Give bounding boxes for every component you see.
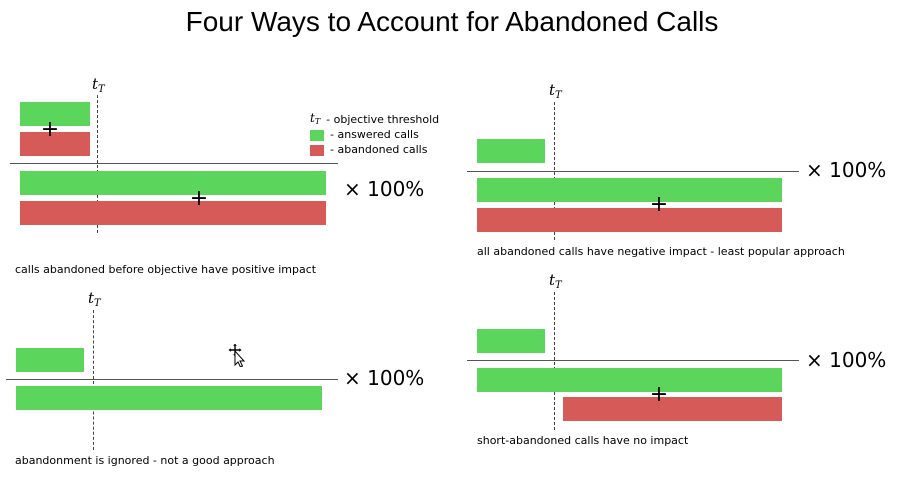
legend-item-answered: - answered calls [310, 128, 439, 142]
fraction-line [10, 163, 338, 164]
threshold-line [93, 310, 94, 450]
answered-before-threshold-bar [20, 102, 90, 126]
answered-total-bar [477, 178, 782, 202]
answered-before-threshold-bar [477, 329, 545, 353]
legend-item-abandoned: - abandoned calls [310, 143, 439, 157]
multiplier-label: × 100% [806, 348, 887, 372]
legend: tT - objective threshold - answered call… [310, 111, 440, 158]
panel-caption: abandonment is ignored - not a good appr… [15, 454, 275, 467]
plus-sign: + [40, 117, 60, 142]
panel-caption: all abandoned calls have negative impact… [477, 245, 845, 258]
answered-total-bar [20, 171, 326, 195]
multiplier-label: × 100% [344, 366, 425, 390]
answered-total-bar [477, 368, 782, 392]
multiplier-label: × 100% [344, 177, 425, 201]
abandoned-total-bar [20, 201, 326, 225]
plus-sign: + [649, 192, 669, 217]
threshold-label: tT [549, 81, 562, 101]
multiplier-label: × 100% [806, 158, 887, 182]
legend-swatch-red [310, 144, 324, 156]
legend-label: - answered calls [330, 128, 419, 141]
answered-total-bar [16, 386, 322, 410]
threshold-label: tT [92, 75, 105, 95]
legend-swatch-green [310, 129, 324, 141]
abandoned-before-threshold-bar [20, 132, 90, 156]
answered-before-threshold-bar [477, 139, 545, 163]
panel-caption: short-abandoned calls have no impact [477, 434, 689, 447]
abandoned-after-threshold-bar [563, 397, 782, 421]
legend-label: - objective threshold [326, 113, 440, 126]
move-cursor-icon [228, 343, 246, 367]
threshold-symbol: tT [310, 111, 321, 126]
plus-sign: + [649, 382, 669, 407]
legend-item-threshold: tT - objective threshold [310, 111, 440, 127]
threshold-label: tT [88, 289, 101, 309]
fraction-line [467, 171, 799, 172]
threshold-label: tT [549, 271, 562, 291]
diagram-title: Four Ways to Account for Abandoned Calls [185, 6, 719, 37]
fraction-line [6, 379, 338, 380]
legend-label: - abandoned calls [330, 143, 428, 156]
answered-before-threshold-bar [16, 348, 84, 372]
threshold-line [554, 292, 555, 430]
panel-caption: calls abandoned before objective have po… [15, 263, 317, 276]
plus-sign: + [189, 186, 209, 211]
threshold-line [97, 95, 98, 233]
fraction-line [467, 360, 799, 361]
abandoned-total-bar [477, 208, 782, 232]
